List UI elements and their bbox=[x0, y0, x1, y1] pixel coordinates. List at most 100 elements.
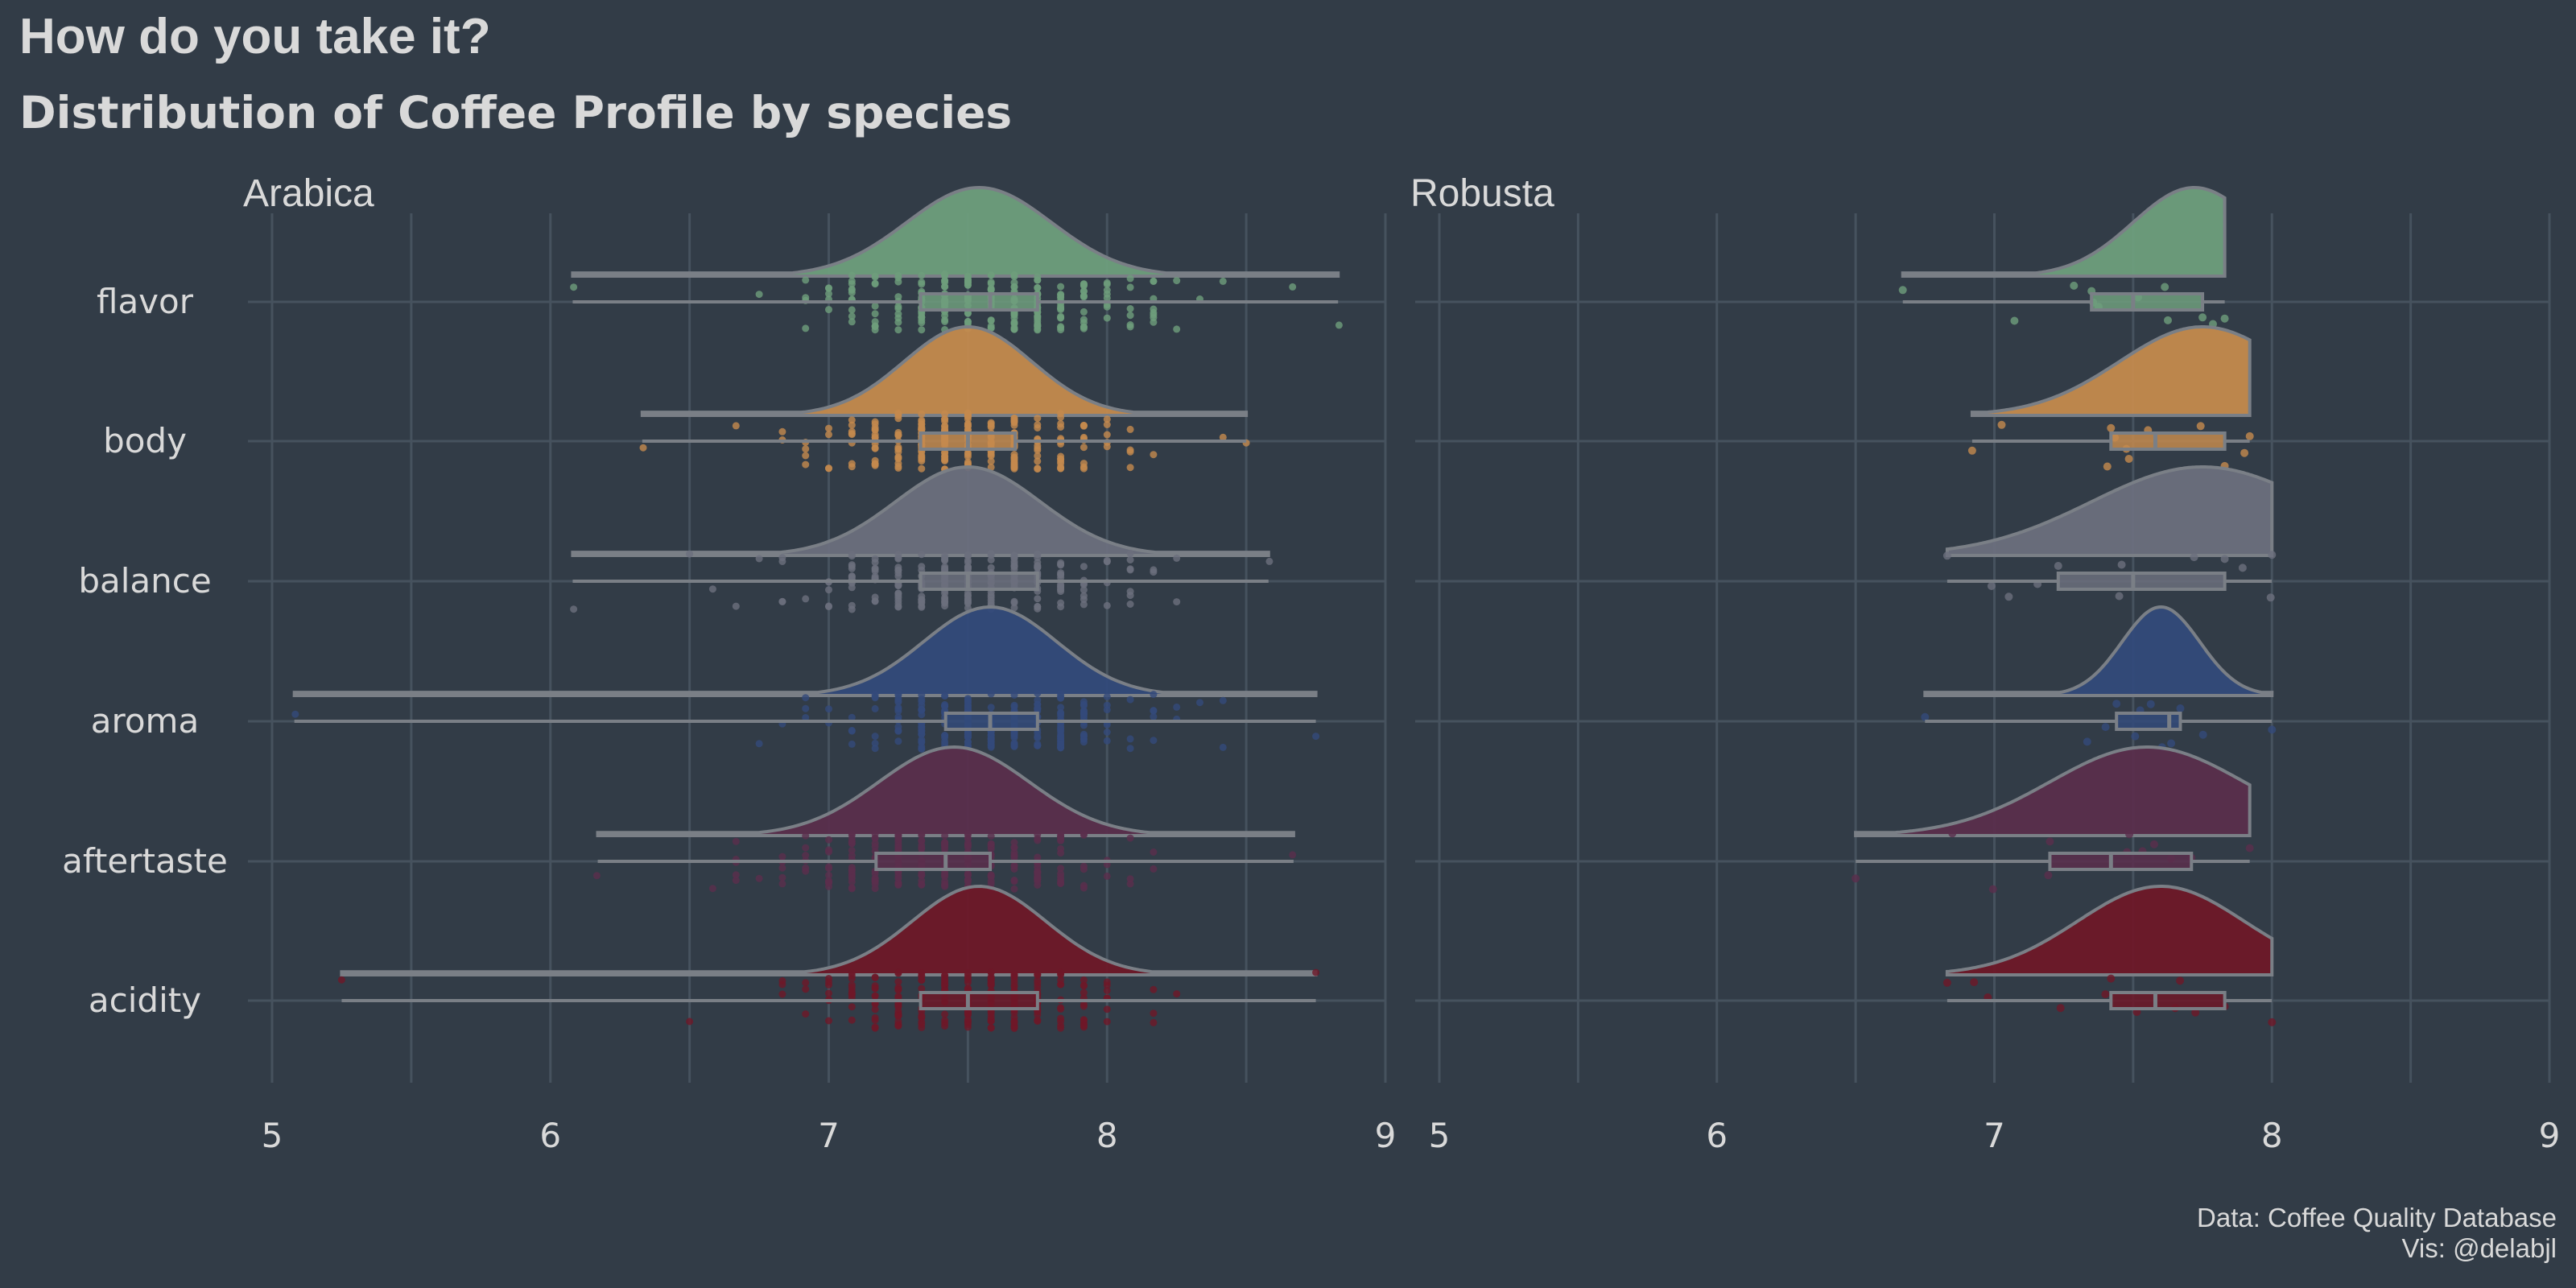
data-point bbox=[1126, 735, 1134, 743]
data-point bbox=[2191, 1008, 2200, 1017]
data-point bbox=[1080, 433, 1088, 441]
data-point bbox=[871, 984, 879, 992]
data-point bbox=[825, 586, 832, 594]
data-point bbox=[2146, 700, 2155, 708]
chart-title: How do you take it? bbox=[19, 9, 491, 64]
data-point bbox=[802, 460, 810, 469]
series-flavor bbox=[1898, 186, 2229, 328]
data-point bbox=[1150, 318, 1158, 326]
data-point bbox=[871, 739, 879, 747]
data-point bbox=[894, 318, 902, 326]
data-point bbox=[848, 271, 856, 279]
data-point bbox=[1080, 586, 1088, 594]
data-point bbox=[848, 421, 856, 429]
data-point bbox=[825, 705, 832, 713]
boxplot-aftertaste bbox=[597, 852, 1294, 871]
data-point bbox=[987, 704, 995, 712]
data-point bbox=[871, 326, 879, 334]
data-point bbox=[918, 425, 926, 432]
data-point bbox=[1057, 603, 1065, 611]
data-point bbox=[871, 597, 879, 605]
data-point bbox=[1173, 325, 1181, 333]
data-point bbox=[964, 1009, 972, 1017]
data-point bbox=[802, 852, 810, 859]
data-point bbox=[918, 551, 926, 559]
data-point bbox=[894, 1018, 902, 1026]
data-point bbox=[871, 1005, 879, 1013]
data-point bbox=[1034, 276, 1042, 284]
data-point bbox=[1080, 287, 1088, 295]
density-body bbox=[640, 324, 1249, 417]
data-point bbox=[1289, 283, 1297, 291]
category-label-body: body bbox=[103, 421, 187, 460]
data-point bbox=[918, 832, 926, 840]
data-point bbox=[1103, 287, 1111, 294]
data-point bbox=[2190, 553, 2198, 562]
data-point bbox=[1010, 970, 1018, 978]
data-point bbox=[964, 972, 972, 980]
data-point bbox=[1126, 592, 1134, 600]
density-aroma bbox=[1923, 605, 2274, 697]
data-point bbox=[825, 989, 832, 997]
data-point bbox=[825, 431, 832, 439]
data-point bbox=[941, 1010, 949, 1018]
data-point bbox=[848, 727, 856, 735]
data-point bbox=[1034, 551, 1042, 559]
data-point bbox=[802, 704, 810, 712]
data-point bbox=[1080, 282, 1088, 290]
data-point bbox=[1057, 849, 1065, 857]
data-point bbox=[686, 550, 694, 558]
data-point bbox=[987, 564, 995, 572]
data-point bbox=[732, 602, 740, 610]
data-point bbox=[1010, 844, 1018, 852]
data-point bbox=[802, 276, 810, 284]
data-point bbox=[1080, 444, 1088, 452]
data-point bbox=[987, 322, 995, 330]
data-point bbox=[1103, 1005, 1111, 1013]
data-point bbox=[1034, 874, 1042, 882]
panel-arabica: Arabica 5 6 7 8 9 bbox=[243, 172, 1396, 1155]
data-point bbox=[871, 733, 879, 741]
data-point bbox=[686, 1018, 694, 1026]
boxplot-body bbox=[1971, 431, 2250, 451]
data-point bbox=[825, 306, 832, 314]
data-point bbox=[1126, 875, 1134, 883]
data-point bbox=[2161, 283, 2169, 291]
data-point bbox=[732, 837, 740, 845]
data-point bbox=[848, 318, 856, 326]
data-point bbox=[848, 1003, 856, 1011]
series-balance bbox=[570, 464, 1274, 613]
data-point bbox=[871, 555, 879, 563]
data-point bbox=[1080, 596, 1088, 603]
data-point bbox=[894, 597, 902, 605]
data-point bbox=[894, 326, 902, 334]
data-point bbox=[964, 279, 972, 287]
chart-subtitle: Distribution of Coffee Profile by specie… bbox=[19, 87, 1013, 138]
data-point bbox=[941, 589, 949, 597]
data-point bbox=[2245, 844, 2254, 852]
data-point bbox=[894, 705, 902, 713]
data-point bbox=[941, 976, 949, 984]
data-point bbox=[848, 866, 856, 874]
data-point bbox=[825, 603, 832, 611]
data-point bbox=[2125, 830, 2134, 839]
data-point bbox=[1126, 305, 1134, 312]
data-point bbox=[987, 880, 995, 888]
data-point bbox=[1080, 316, 1088, 324]
density-flavor bbox=[571, 185, 1340, 278]
data-point bbox=[1010, 976, 1018, 984]
data-point bbox=[1103, 1018, 1111, 1026]
data-point bbox=[825, 290, 832, 298]
data-point bbox=[894, 453, 902, 461]
data-point bbox=[732, 422, 740, 430]
data-point bbox=[871, 843, 879, 851]
data-point bbox=[1080, 601, 1088, 609]
data-point bbox=[964, 448, 972, 456]
data-point bbox=[964, 318, 972, 326]
data-point bbox=[2245, 431, 2254, 440]
data-point bbox=[1103, 279, 1111, 287]
box-iqr bbox=[919, 572, 1039, 591]
data-point bbox=[1150, 691, 1158, 699]
data-point bbox=[1126, 880, 1134, 888]
data-point bbox=[825, 871, 832, 879]
